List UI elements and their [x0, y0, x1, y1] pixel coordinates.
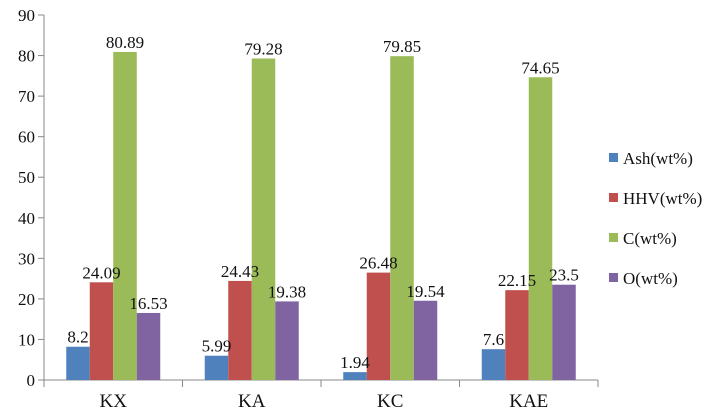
y-tick-label: 10	[18, 330, 35, 349]
data-label: 19.54	[406, 282, 445, 301]
bar	[66, 346, 90, 380]
data-label: 74.65	[521, 58, 559, 77]
data-labels: 8.2 5.99 1.94 7.6 24.09 24.43 26.48 22.15 80.89 7…	[67, 33, 579, 372]
data-label: 26.48	[359, 254, 397, 273]
bar	[275, 301, 299, 380]
x-category-label: KA	[238, 391, 266, 412]
legend-label: O(wt%)	[623, 269, 678, 288]
bar-series-group	[66, 51, 576, 381]
data-label: 7.6	[483, 330, 504, 349]
data-label: 23.5	[549, 266, 579, 285]
x-category-label: KC	[377, 391, 403, 412]
legend-label: Ash(wt%)	[623, 149, 693, 168]
data-label: 79.85	[383, 37, 421, 56]
legend-swatch	[609, 153, 618, 162]
bar	[505, 290, 529, 380]
data-label: 16.53	[129, 294, 167, 313]
y-tick-label: 50	[18, 168, 35, 187]
bar	[366, 272, 391, 380]
bar	[251, 58, 276, 380]
y-tick-label: 90	[18, 6, 35, 25]
bar	[204, 355, 229, 380]
data-label: 5.99	[202, 337, 232, 356]
y-axis: 0 10 20 30 40 50 60 70 80 90	[18, 6, 45, 390]
legend-swatch	[609, 193, 618, 202]
bar	[136, 312, 161, 380]
data-label: 79.28	[244, 39, 282, 58]
y-tick-label: 30	[18, 249, 35, 268]
legend-swatch	[609, 273, 618, 282]
bar	[390, 56, 414, 381]
y-tick-label: 40	[18, 209, 35, 228]
bar	[528, 77, 553, 380]
data-label: 22.15	[498, 271, 536, 290]
x-axis: KX KA KC KAE	[43, 379, 599, 412]
data-label: 1.94	[340, 353, 370, 372]
legend-label: C(wt%)	[623, 229, 677, 248]
bar	[228, 280, 252, 380]
data-label: 19.38	[268, 282, 306, 301]
y-tick-label: 0	[27, 371, 36, 390]
legend-label: HHV(wt%)	[623, 189, 702, 208]
y-tick-label: 80	[18, 47, 35, 66]
bar	[552, 284, 576, 380]
legend-swatch	[609, 233, 618, 242]
x-category-label: KAE	[509, 391, 548, 412]
data-label: 24.43	[221, 262, 259, 281]
y-tick-label: 70	[18, 87, 35, 106]
bar	[113, 51, 137, 381]
data-label: 24.09	[82, 263, 120, 282]
y-tick-label: 60	[18, 128, 35, 147]
x-category-label: KX	[100, 391, 128, 412]
y-tick-label: 20	[18, 290, 35, 309]
data-label: 8.2	[67, 328, 88, 347]
bar	[89, 282, 114, 380]
bar	[413, 300, 438, 380]
bar	[481, 349, 506, 380]
bar	[343, 372, 367, 380]
legend: Ash(wt%) HHV(wt%) C(wt%) O(wt%)	[609, 149, 702, 288]
data-label: 80.89	[106, 33, 144, 52]
